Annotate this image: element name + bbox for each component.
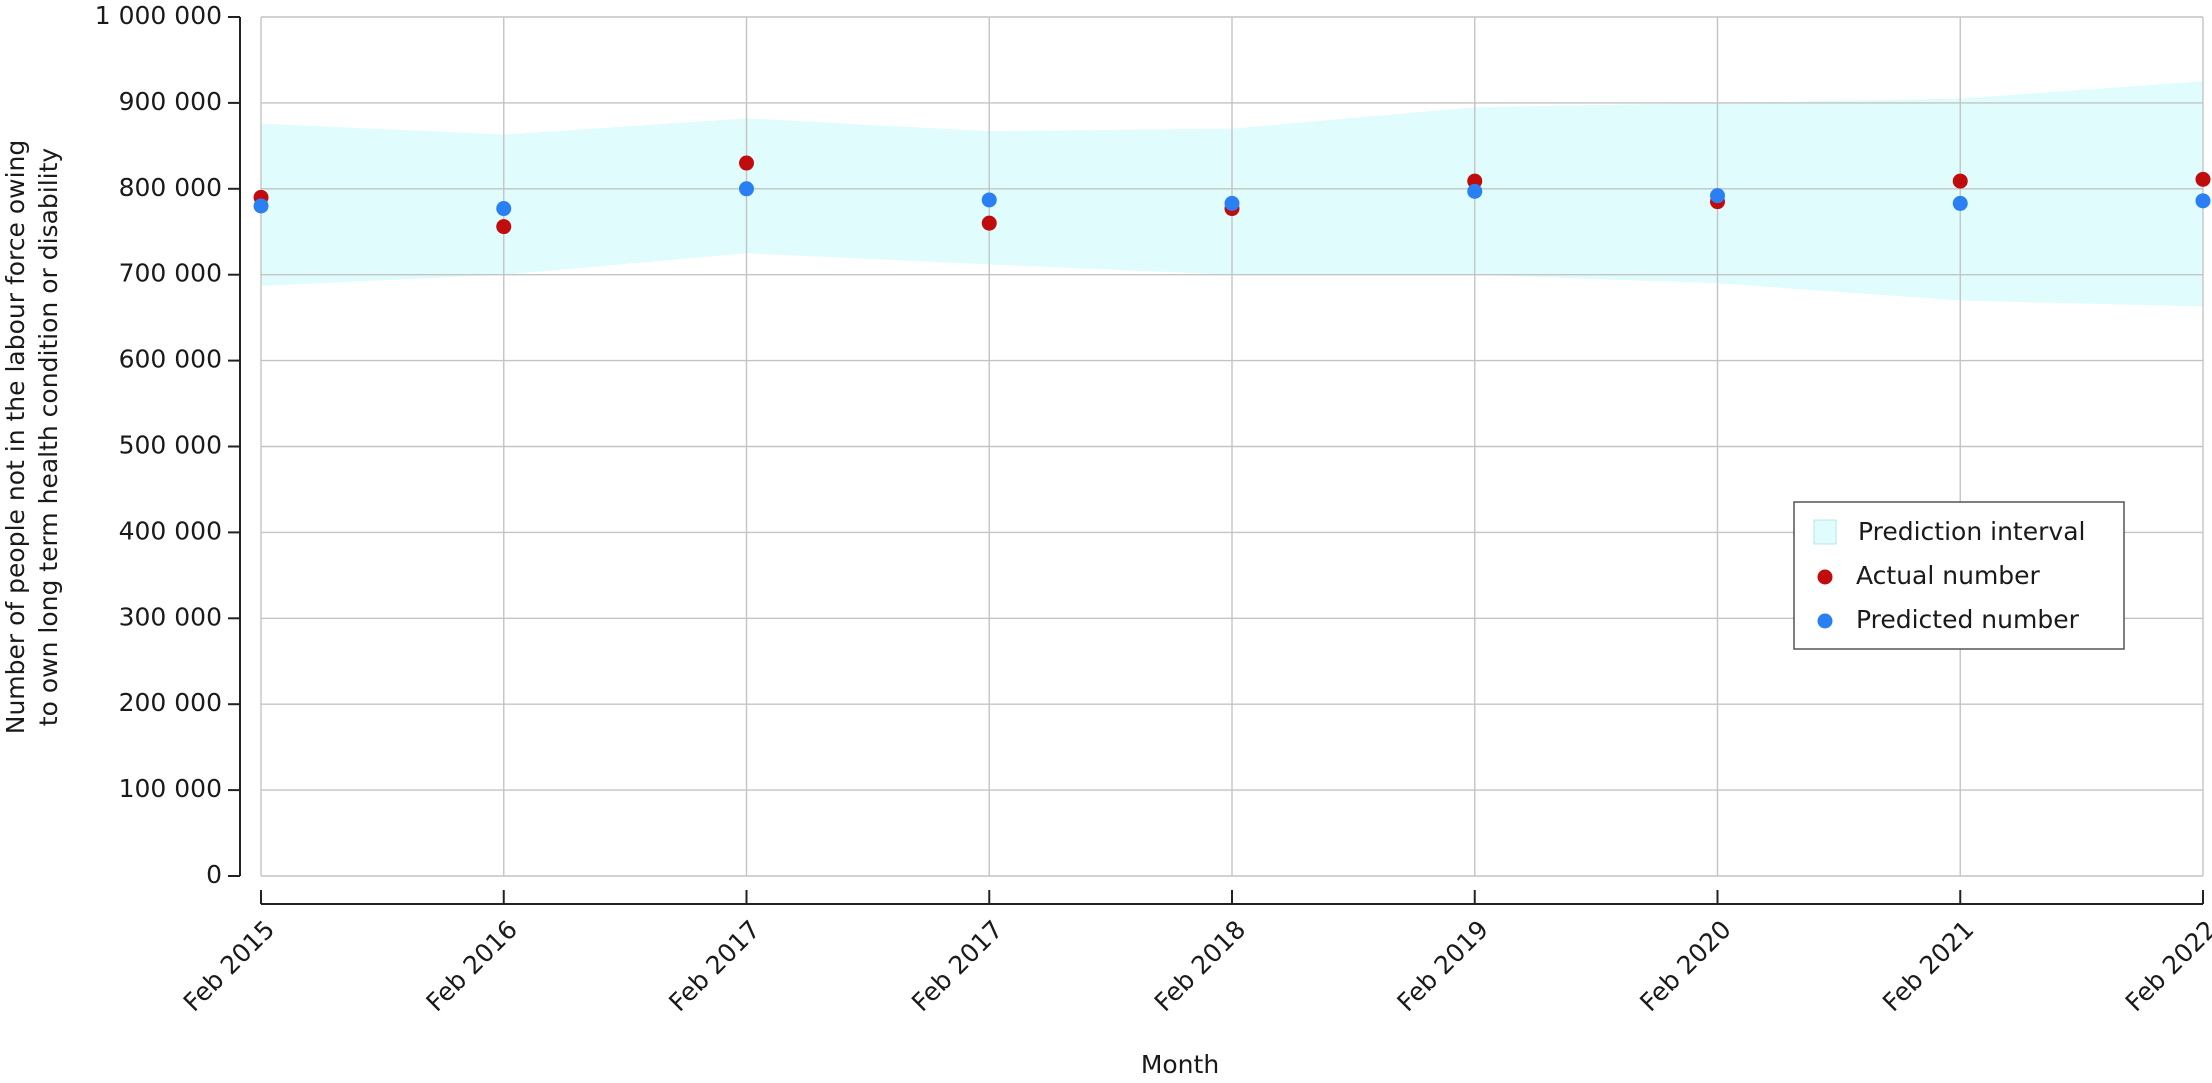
data-point [253, 198, 269, 214]
y-tick-label: 300 000 [119, 602, 222, 631]
x-tick-label: Feb 2017 [663, 915, 765, 1017]
x-tick-label: Feb 2019 [1392, 915, 1494, 1017]
data-point [1467, 183, 1483, 199]
y-tick-label: 500 000 [119, 431, 222, 460]
legend-marker [1817, 613, 1833, 629]
legend-label: Actual number [1856, 561, 2041, 590]
x-tick-label: Feb 2016 [421, 915, 523, 1017]
y-axis-title: to own long term health condition or dis… [34, 148, 63, 727]
y-axis-title: Number of people not in the labour force… [1, 140, 30, 735]
y-tick-label: 600 000 [119, 345, 222, 374]
data-point [981, 215, 997, 231]
x-tick-label: Feb 2020 [1634, 915, 1736, 1017]
x-tick-label: Feb 2022 [2120, 915, 2212, 1017]
y-tick-label: 200 000 [119, 688, 222, 717]
data-point [1467, 173, 1483, 189]
x-tick-label: Feb 2021 [1877, 915, 1979, 1017]
legend-label: Predicted number [1856, 605, 2080, 634]
y-tick-label: 700 000 [119, 259, 222, 288]
legend-box [1793, 501, 2125, 650]
data-point [739, 155, 754, 171]
x-axis-title: Month [1141, 1050, 1219, 1079]
y-tick-label: 0 [206, 860, 222, 889]
y-tick-label: 100 000 [119, 774, 222, 803]
data-point [1710, 188, 1725, 204]
data-point [1952, 195, 1968, 211]
data-point [739, 181, 754, 197]
data-point [496, 201, 512, 217]
y-tick-label: 1 000 000 [95, 1, 222, 30]
data-point [2195, 171, 2211, 187]
data-point [2195, 193, 2211, 209]
y-tick-label: 400 000 [119, 516, 222, 545]
legend-swatch [1813, 519, 1837, 545]
legend-marker [1817, 569, 1833, 585]
x-tick-label: Feb 2017 [906, 915, 1008, 1017]
data-point [496, 219, 512, 235]
data-point [1952, 173, 1968, 189]
y-tick-label: 800 000 [119, 173, 222, 202]
data-point [981, 192, 997, 208]
y-tick-label: 900 000 [119, 87, 222, 116]
x-tick-label: Feb 2018 [1149, 915, 1251, 1017]
x-tick-label: Feb 2015 [178, 915, 280, 1017]
legend-label: Prediction interval [1858, 517, 2085, 546]
data-point [1224, 195, 1240, 211]
